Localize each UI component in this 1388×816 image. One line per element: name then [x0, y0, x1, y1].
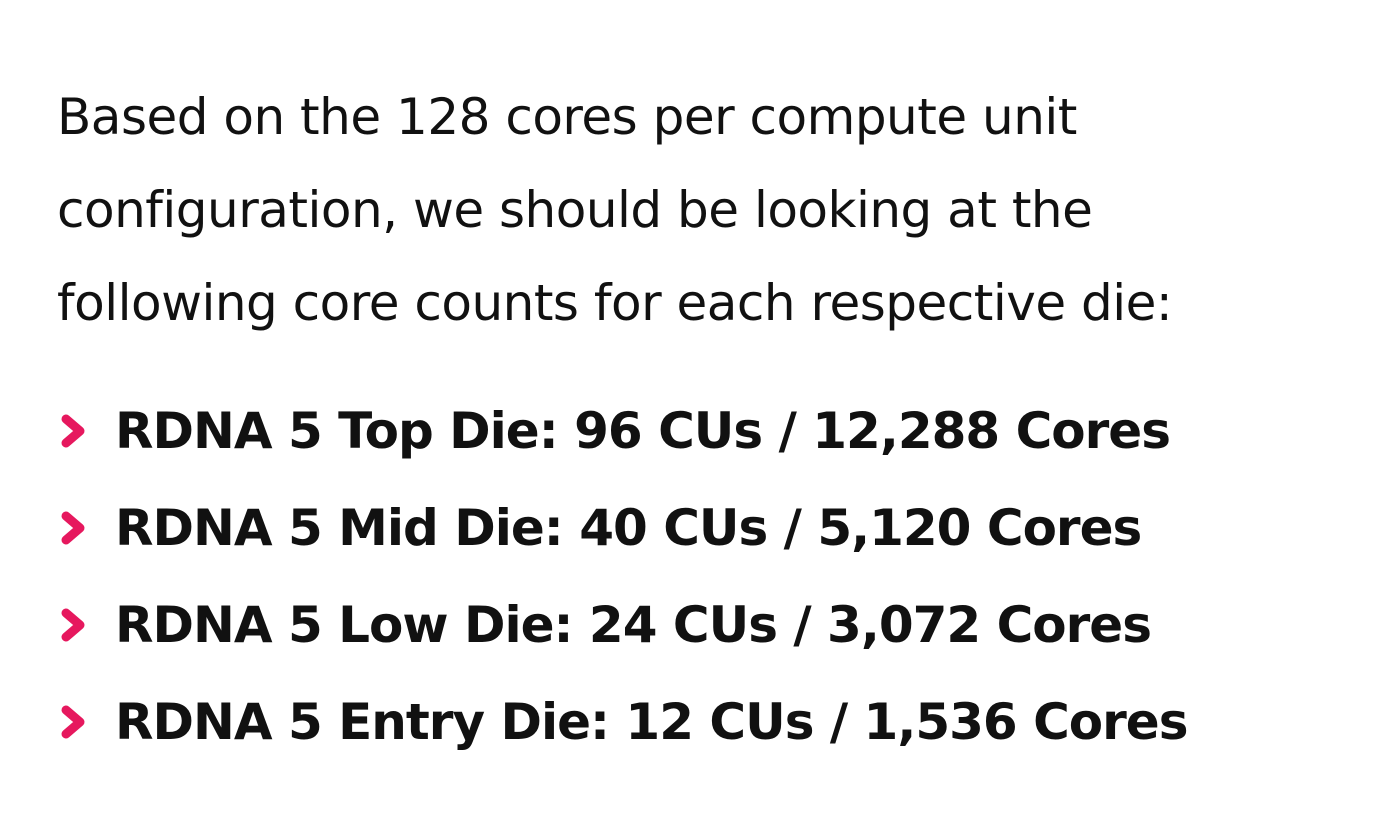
chevron-right-icon: [58, 604, 88, 646]
list-item-text: RDNA 5 Entry Die: 12 CUs / 1,536 Cores: [115, 692, 1188, 751]
list-item: RDNA 5 Low Die: 24 CUs / 3,072 Cores: [58, 576, 1358, 673]
list-item-text: RDNA 5 Low Die: 24 CUs / 3,072 Cores: [115, 595, 1152, 654]
paragraph-line: configuration, we should be looking at t…: [57, 181, 1093, 239]
article-body: Based on the 128 cores per compute unit …: [57, 71, 1358, 770]
paragraph-line: Based on the 128 cores per compute unit: [57, 88, 1077, 146]
core-count-list: RDNA 5 Top Die: 96 CUs / 12,288 Cores RD…: [57, 382, 1358, 770]
list-item: RDNA 5 Top Die: 96 CUs / 12,288 Cores: [58, 382, 1358, 479]
list-item-text: RDNA 5 Top Die: 96 CUs / 12,288 Cores: [115, 401, 1171, 460]
list-item: RDNA 5 Entry Die: 12 CUs / 1,536 Cores: [58, 673, 1358, 770]
chevron-right-icon: [58, 701, 88, 743]
chevron-right-icon: [58, 410, 88, 452]
list-item: RDNA 5 Mid Die: 40 CUs / 5,120 Cores: [58, 479, 1358, 576]
chevron-right-icon: [58, 507, 88, 549]
paragraph-line: following core counts for each respectiv…: [57, 274, 1173, 332]
list-item-text: RDNA 5 Mid Die: 40 CUs / 5,120 Cores: [115, 498, 1142, 557]
intro-paragraph: Based on the 128 cores per compute unit …: [57, 71, 1358, 350]
